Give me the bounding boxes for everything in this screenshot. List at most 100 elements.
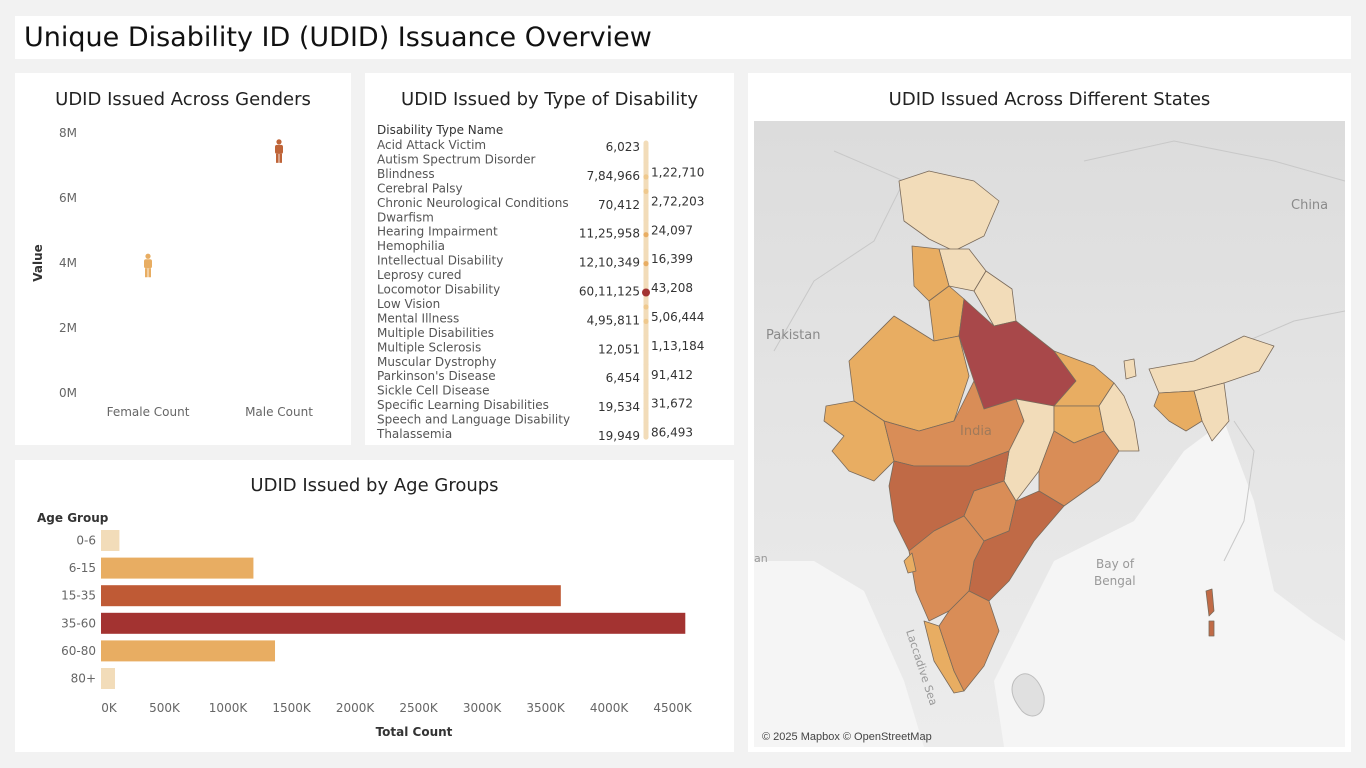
age-column-header: Age Group: [37, 511, 109, 525]
disability-row-label: Parkinson's Disease: [377, 369, 496, 383]
state-sikkim[interactable]: [1123, 358, 1137, 380]
state-odisha[interactable]: [1038, 430, 1120, 507]
age-x-tick: 2000K: [336, 701, 376, 715]
age-panel: UDID Issued by Age Groups Age Group 0-6 6-…: [15, 460, 734, 752]
gender-person-icon[interactable]: [144, 253, 152, 278]
disability-value-label: 91,412: [651, 368, 693, 382]
bay-of-bengal: [994, 421, 1345, 747]
disability-dot[interactable]: [643, 347, 649, 353]
label-arabian: an: [754, 552, 768, 565]
gender-y-tick: 6M: [59, 191, 77, 205]
disability-row-label: Intellectual Disability: [377, 254, 503, 268]
disability-dot[interactable]: [642, 288, 650, 297]
disability-dot[interactable]: [643, 419, 649, 426]
disability-dot[interactable]: [643, 275, 649, 281]
age-x-tick: 0K: [101, 701, 118, 715]
disability-dot[interactable]: [643, 246, 649, 252]
age-x-tick: 1500K: [272, 701, 312, 715]
disability-row-label: Muscular Dystrophy: [377, 355, 496, 369]
map-attribution[interactable]: © 2025 Mapbox © OpenStreetMap: [762, 731, 932, 743]
disability-dot[interactable]: [643, 391, 649, 397]
myanmar-border: [1223, 420, 1255, 562]
gender-y-tick: 8M: [59, 126, 77, 140]
disability-dot[interactable]: [643, 362, 649, 368]
state-meghalaya-tripura[interactable]: [1153, 390, 1203, 432]
disability-value-label: 6,023: [606, 140, 640, 154]
disability-dot[interactable]: [643, 304, 649, 310]
age-bar[interactable]: [101, 640, 276, 662]
age-bar[interactable]: [101, 530, 120, 551]
disability-value-label: 19,949: [598, 429, 640, 443]
disability-value-label: 12,10,349: [579, 256, 640, 270]
gender-chart-title: UDID Issued Across Genders: [55, 89, 311, 110]
disability-dot[interactable]: [643, 261, 649, 267]
disability-column-header: Disability Type Name: [377, 123, 503, 137]
disability-value-label: 1,22,710: [651, 165, 704, 179]
disability-value-label: 2,72,203: [651, 194, 704, 208]
state-gujarat[interactable]: [823, 400, 895, 482]
person-icon-leg: [276, 153, 279, 163]
age-bar[interactable]: [101, 557, 254, 579]
disability-dot[interactable]: [643, 376, 649, 382]
map-panel: UDID Issued Across Different States: [748, 73, 1351, 752]
india-map[interactable]: Pakistan China India Bay of Bengal an La…: [754, 121, 1345, 747]
disability-dot[interactable]: [643, 159, 649, 166]
person-icon-leg: [148, 268, 151, 278]
age-bar[interactable]: [101, 585, 561, 607]
disability-dot[interactable]: [643, 217, 649, 223]
state-tamil-nadu[interactable]: [938, 590, 1000, 692]
age-x-tick: 4500K: [653, 701, 693, 715]
disability-dot[interactable]: [643, 333, 649, 339]
disability-row-label: Thalassemia: [376, 427, 452, 441]
disability-dot[interactable]: [643, 232, 649, 238]
state-jammu-kashmir[interactable]: [898, 170, 1000, 252]
disability-row-label: Hearing Impairment: [377, 225, 498, 239]
age-x-tick: 4000K: [590, 701, 630, 715]
label-china: China: [1291, 198, 1328, 213]
disability-value-label: 86,493: [651, 426, 693, 440]
disability-value-label: 6,454: [606, 371, 640, 385]
disability-dot[interactable]: [643, 145, 649, 151]
gender-person-icon[interactable]: [275, 139, 283, 163]
page-title: Unique Disability ID (UDID) Issuance Ove…: [24, 22, 652, 53]
disability-dot[interactable]: [643, 434, 649, 440]
disability-dot[interactable]: [643, 174, 649, 180]
disability-value-label: 31,672: [651, 397, 693, 411]
age-x-tick: 1000K: [209, 701, 249, 715]
disability-dot[interactable]: [643, 203, 649, 209]
disability-value-label: 60,11,125: [579, 285, 640, 299]
gender-chart: 0M 2M 4M 6M 8M Value Female Count Male Count: [31, 126, 313, 419]
label-india: India: [960, 424, 992, 439]
gender-panel: UDID Issued Across Genders 0M 2M 4M 6M 8M Val…: [15, 73, 351, 445]
disability-value-label: 19,534: [598, 400, 640, 414]
age-x-tick: 2500K: [399, 701, 439, 715]
disability-value-label: 5,06,444: [651, 310, 704, 324]
disability-row-label: Dwarfism: [377, 210, 434, 224]
disability-row-label: Speech and Language Disability: [377, 413, 570, 427]
age-bar[interactable]: [101, 612, 686, 634]
label-pakistan: Pakistan: [766, 328, 820, 343]
disability-dot[interactable]: [643, 318, 649, 324]
disability-value-label: 1,13,184: [651, 339, 704, 353]
disability-value-label: 70,412: [598, 198, 640, 212]
disability-dot[interactable]: [643, 405, 649, 411]
gender-y-tick: 4M: [59, 256, 77, 270]
age-row-label: 60-80: [61, 644, 96, 658]
disability-row-label: Leprosy cured: [377, 268, 462, 282]
state-goa[interactable]: [903, 552, 917, 574]
label-bengal: Bengal: [1094, 574, 1136, 588]
disability-value-label: 16,399: [651, 252, 693, 266]
disability-row-label: Mental Illness: [377, 311, 459, 325]
age-bar[interactable]: [101, 668, 115, 689]
disability-chart-title: UDID Issued by Type of Disability: [401, 89, 698, 110]
state-andaman[interactable]: [1205, 588, 1215, 637]
title-bar: Unique Disability ID (UDID) Issuance Ove…: [15, 16, 1351, 59]
person-icon-leg: [279, 153, 282, 163]
disability-row-label: Acid Attack Victim: [377, 138, 486, 152]
disability-row-label: Multiple Disabilities: [377, 326, 494, 340]
age-x-tick: 3500K: [526, 701, 566, 715]
age-x-tick: 500K: [149, 701, 181, 715]
age-row-label: 6-15: [69, 561, 96, 575]
state-uttarakhand[interactable]: [973, 270, 1017, 327]
disability-dot[interactable]: [643, 188, 649, 194]
